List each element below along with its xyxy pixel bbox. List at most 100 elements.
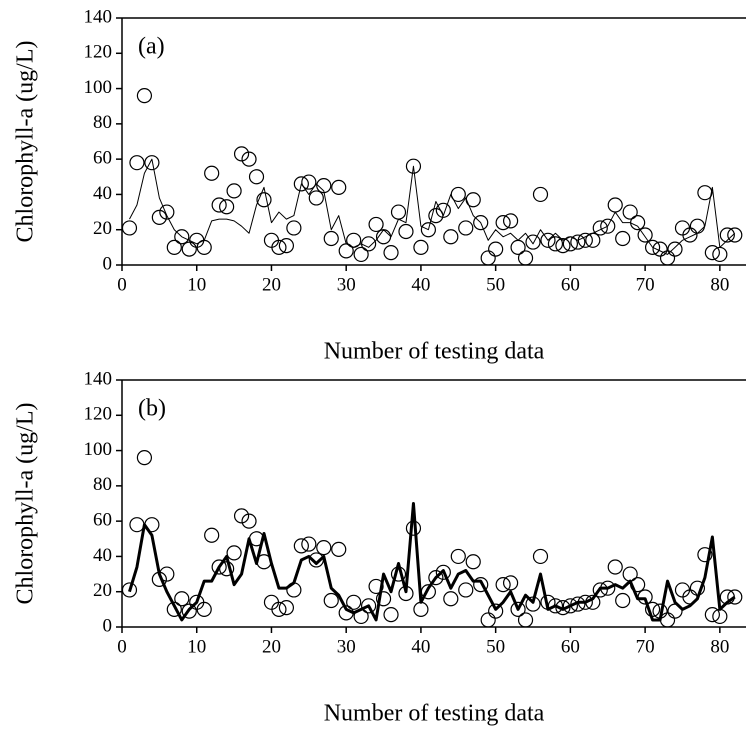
data-point (226, 183, 242, 199)
panel: 0 20 40 60 80 100 120 140 0 10 20 30 40 50 60 70 80 (a) Nu… (13, 6, 746, 365)
x-axis-title: Number of testing data (324, 339, 545, 365)
data-point (727, 589, 743, 605)
x-tick-label: 30 (337, 636, 356, 657)
y-tick-label: 20 (93, 580, 112, 601)
data-point (413, 239, 429, 255)
data-point (361, 236, 377, 252)
y-tick-label: 80 (93, 112, 112, 133)
data-point (525, 234, 541, 250)
data-point (495, 577, 511, 593)
data-point (540, 232, 556, 248)
data-point (136, 88, 153, 104)
y-tick-label: 20 (93, 218, 112, 239)
data-point (480, 612, 496, 628)
y-tick-label: 0 (103, 253, 113, 274)
data-point (488, 241, 504, 257)
data-point (278, 237, 295, 254)
data-point (719, 227, 735, 243)
data-point (488, 603, 504, 619)
data-point (435, 564, 451, 580)
y-tick-label: 140 (84, 368, 113, 389)
data-point (667, 241, 683, 257)
data-point (196, 601, 212, 617)
y-tick-label: 80 (93, 474, 112, 495)
data-point (458, 220, 474, 236)
data-point (278, 599, 295, 616)
data-point (166, 239, 182, 255)
data-point (233, 508, 250, 524)
data-point (293, 538, 309, 554)
data-point (547, 236, 564, 252)
x-tick-label: 60 (561, 636, 580, 657)
x-tick-label: 40 (411, 636, 430, 657)
series-line (129, 158, 736, 255)
data-point (428, 569, 444, 586)
data-point (682, 227, 698, 243)
data-point (398, 223, 414, 240)
data-point (151, 209, 167, 225)
data-point (226, 545, 242, 561)
data-point (346, 594, 362, 610)
data-point (368, 216, 384, 233)
data-point (166, 601, 182, 617)
x-tick-label: 20 (262, 636, 281, 657)
data-point (353, 246, 369, 263)
data-point (607, 559, 623, 575)
x-tick-label: 0 (117, 274, 127, 295)
data-point (473, 577, 489, 593)
data-point (443, 591, 459, 607)
x-tick-label: 30 (337, 274, 356, 295)
data-point (517, 250, 534, 266)
y-tick-label: 40 (93, 183, 112, 204)
data-point (174, 229, 190, 245)
data-point (159, 204, 175, 220)
y-tick-label: 120 (84, 42, 113, 63)
data-point (121, 582, 138, 598)
data-point (532, 548, 549, 565)
x-tick-label: 50 (486, 274, 505, 295)
data-point (233, 146, 250, 162)
x-tick-label: 10 (187, 274, 206, 295)
y-tick-label: 0 (103, 615, 113, 636)
data-point (637, 227, 653, 243)
y-tick-label: 120 (84, 404, 113, 425)
data-point (659, 612, 676, 628)
y-tick-label: 60 (93, 510, 112, 531)
data-point (248, 169, 265, 185)
data-point (420, 222, 436, 238)
data-point (443, 229, 459, 245)
data-point (271, 601, 287, 617)
y-tick-label: 100 (84, 77, 113, 98)
data-point (600, 218, 616, 234)
data-point (368, 578, 384, 595)
data-point (622, 204, 638, 220)
x-tick-label: 20 (262, 274, 281, 295)
data-point (383, 245, 399, 261)
data-point (241, 151, 257, 167)
data-point (495, 215, 511, 231)
x-tick-label: 80 (710, 636, 729, 657)
x-tick-label: 80 (710, 274, 729, 295)
data-point (121, 220, 138, 236)
data-point (129, 155, 145, 171)
data-point (480, 250, 496, 266)
x-tick-label: 70 (636, 636, 655, 657)
data-point (301, 536, 317, 552)
data-point (241, 513, 257, 529)
data-point (413, 601, 429, 617)
data-point (607, 197, 623, 213)
data-point (181, 241, 197, 257)
data-point (555, 237, 571, 254)
annotation: (a) (138, 34, 165, 60)
y-tick-label: 140 (84, 6, 113, 27)
data-point (644, 239, 661, 255)
data-point (502, 213, 519, 229)
data-point (630, 215, 646, 231)
data-point (435, 202, 451, 218)
data-point (323, 592, 339, 609)
data-point (532, 186, 549, 203)
data-point (450, 548, 466, 565)
data-point (286, 220, 302, 236)
data-point (712, 246, 728, 263)
